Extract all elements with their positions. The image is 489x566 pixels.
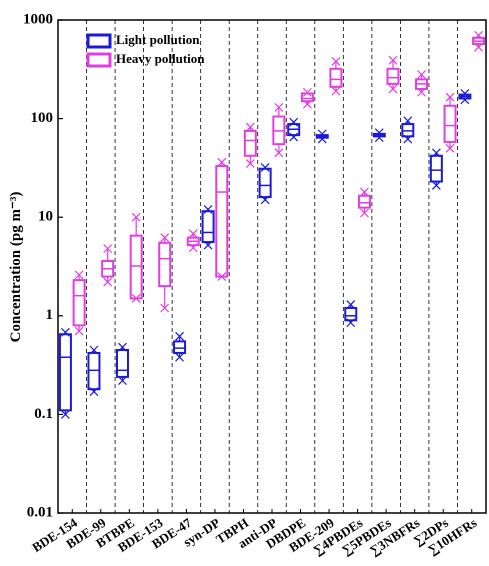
whisker-max <box>374 128 384 138</box>
whisker-max <box>217 157 227 167</box>
box <box>443 104 457 143</box>
whisker-min <box>175 352 184 362</box>
whisker-min <box>217 272 227 281</box>
y-tick-label: 100 <box>31 110 54 126</box>
whisker-max <box>175 331 184 341</box>
whisker-min <box>445 143 455 153</box>
box <box>215 165 229 278</box>
plot-frame <box>57 19 487 514</box>
box <box>386 67 400 85</box>
whisker-min <box>302 99 312 109</box>
y-tick-label: 1 <box>46 307 54 323</box>
whisker-min <box>346 318 356 328</box>
whisker-min <box>474 42 484 52</box>
whisker-max <box>274 102 284 112</box>
legend-swatch <box>86 33 112 49</box>
box <box>87 351 101 391</box>
whisker-min <box>131 294 141 303</box>
whisker-min <box>289 132 299 142</box>
whisker-max <box>460 89 470 98</box>
legend-label: Light pollution <box>116 32 200 47</box>
y-tick-label: 10 <box>38 209 53 225</box>
whisker-max <box>245 122 255 132</box>
box <box>129 234 143 300</box>
whisker-min <box>403 134 413 144</box>
box <box>357 194 371 209</box>
box <box>329 67 343 88</box>
box <box>72 279 86 327</box>
whisker-max <box>317 129 327 139</box>
box <box>158 241 172 288</box>
box <box>258 167 272 199</box>
whisker-min <box>274 148 284 158</box>
whisker-max <box>445 92 455 102</box>
whisker-min <box>74 326 84 336</box>
whisker-max <box>431 148 441 158</box>
y-tick-label: 0.01 <box>27 504 53 520</box>
whisker-max <box>360 187 369 197</box>
box <box>344 306 358 322</box>
whisker-max <box>160 233 170 243</box>
whisker-min <box>417 87 426 97</box>
legend-label: Heavy pollution <box>116 51 205 66</box>
whisker-max <box>118 342 127 352</box>
whisker-min <box>188 243 198 253</box>
y-axis-label: Concentration (pg m⁻³) <box>8 192 24 343</box>
whisker-min <box>431 181 441 190</box>
whisker-min <box>203 240 213 250</box>
box <box>300 92 314 103</box>
whisker-max <box>188 229 198 239</box>
whisker-max <box>60 327 70 337</box>
whisker-min <box>360 208 369 218</box>
whisker-max <box>74 270 84 280</box>
whisker-min <box>331 86 341 96</box>
whisker-max <box>289 117 299 127</box>
box <box>429 154 443 183</box>
box <box>201 210 215 244</box>
whisker-min <box>60 409 70 419</box>
y-tick-label: 1000 <box>23 11 53 27</box>
whisker-min <box>260 195 270 205</box>
whisker-max <box>474 30 484 40</box>
whisker-max <box>331 57 341 66</box>
whisker-max <box>388 55 398 65</box>
whisker-min <box>103 277 113 287</box>
box <box>58 333 72 412</box>
whisker-max <box>346 300 356 309</box>
y-tick-label: 0.1 <box>34 406 53 422</box>
whisker-max <box>302 87 312 97</box>
whisker-min <box>118 376 127 386</box>
whisker-max <box>103 244 113 254</box>
whisker-min <box>460 95 470 105</box>
whisker-max <box>131 212 141 222</box>
whisker-max <box>403 116 413 126</box>
whisker-min <box>245 159 255 168</box>
legend-swatch <box>86 52 112 68</box>
box <box>243 129 257 157</box>
whisker-min <box>89 387 99 397</box>
whisker-min <box>388 84 398 94</box>
box <box>173 340 187 354</box>
box <box>115 348 129 378</box>
whisker-max <box>203 204 213 214</box>
whisker-max <box>260 162 270 172</box>
whisker-min <box>160 303 170 313</box>
whisker-max <box>417 70 426 79</box>
whisker-max <box>89 345 99 355</box>
